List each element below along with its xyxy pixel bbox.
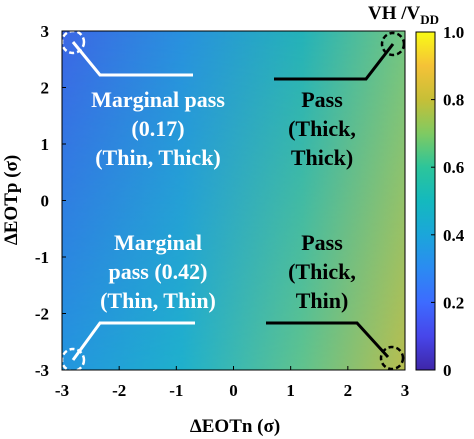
annotation-bottom-left: Marginal pass (0.42) (Thin, Thin)	[100, 230, 216, 313]
connector-line-bottom-right	[266, 321, 390, 359]
annotation-line: (0.17)	[131, 116, 184, 141]
colorbar-label: VH /VDD	[368, 3, 439, 27]
y-tick-label: -3	[35, 361, 49, 380]
colorbar-tick-label: 0.4	[443, 226, 465, 245]
colorbar: VH /VDD 1.0 0.8 0.6 0.4 0.2 0	[368, 3, 465, 380]
annotation-line: Marginal pass	[91, 87, 225, 112]
annotation-line: Thick)	[291, 145, 353, 170]
x-tick-label: 2	[344, 381, 353, 400]
connector-line-top-left	[71, 41, 193, 77]
heatmap-bottom-layer	[62, 31, 405, 370]
axes: -3 -2 -1 0 1 2 3 3 2 1 0 -1 -2 -3	[35, 22, 409, 400]
x-tick-label: 3	[401, 381, 410, 400]
annotation-line: (Thick,	[288, 116, 356, 141]
annotation-line: Thin)	[296, 288, 349, 313]
colorbar-tick-label: 0.6	[443, 158, 464, 177]
y-tick-label: -1	[35, 248, 49, 267]
annotation-top-right: Pass (Thick, Thick)	[288, 87, 356, 170]
x-tick-label: -1	[169, 381, 183, 400]
heatmap-area	[62, 31, 405, 370]
colorbar-tick-label: 0	[443, 361, 452, 380]
corner-markers	[60, 29, 406, 373]
y-tick-label: 1	[41, 135, 50, 154]
y-tick-label: -2	[35, 305, 49, 324]
x-tick-label: -3	[55, 381, 69, 400]
x-tick-label: 1	[286, 381, 295, 400]
annotation-bottom-right: Pass (Thick, Thin)	[288, 230, 356, 313]
corner-circle-bottom-right	[379, 345, 405, 371]
colorbar-gradient	[415, 31, 436, 371]
connector-line-top-right	[274, 43, 395, 81]
annotation-top-left: Marginal pass (0.17) (Thin, Thick)	[91, 87, 225, 170]
corner-circle-top-right	[380, 31, 406, 57]
colorbar-tick-label: 0.2	[443, 293, 464, 312]
annotation-line: Pass	[301, 87, 343, 112]
colorbar-tick-label: 0.8	[443, 91, 464, 110]
annotation-line: pass (0.42)	[108, 259, 207, 284]
y-tick-label: 2	[41, 79, 50, 98]
connector-line-bottom-left	[71, 321, 195, 361]
y-tick-label: 3	[41, 22, 50, 41]
y-tick-label: 0	[41, 192, 50, 211]
x-tick-label: 0	[229, 381, 238, 400]
y-axis-label: ΔEOTp (σ)	[1, 155, 22, 245]
colorbar-tick-label: 1.0	[443, 23, 464, 42]
annotations: Marginal pass (0.17) (Thin, Thick) Pass (Thi…	[91, 87, 356, 313]
x-axis-label: ΔEOTn (σ)	[190, 416, 280, 437]
x-tick-label: -2	[112, 381, 126, 400]
annotation-line: Pass	[301, 230, 343, 255]
annotation-line: (Thin, Thin)	[100, 288, 216, 313]
annotation-line: (Thin, Thick)	[95, 145, 221, 170]
annotation-line: (Thick,	[288, 259, 356, 284]
annotation-line: Marginal	[114, 230, 202, 255]
